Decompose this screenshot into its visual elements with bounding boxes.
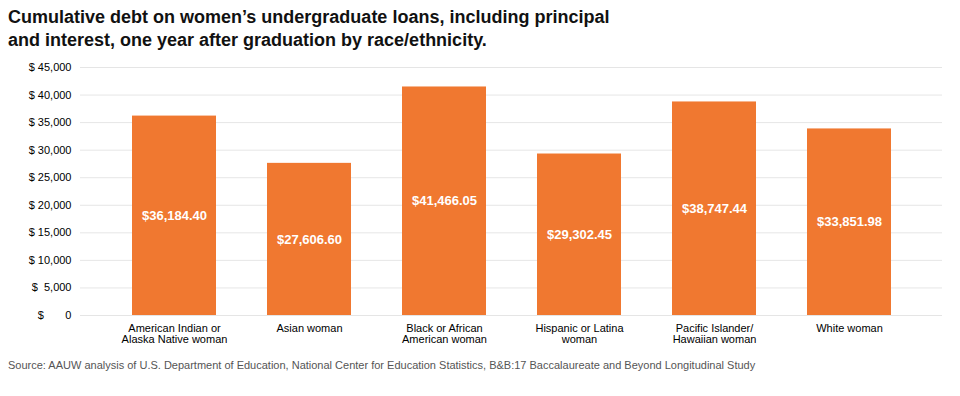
svg-text:$33,851.98: $33,851.98 [817, 214, 882, 229]
svg-text:$ 10,000: $ 10,000 [29, 254, 72, 266]
svg-text:Black or AfricanAmerican woman: Black or AfricanAmerican woman [402, 322, 487, 345]
svg-text:Asian woman: Asian woman [276, 322, 342, 334]
svg-text:$38,747.44: $38,747.44 [682, 201, 748, 216]
svg-text:$ 25,000: $ 25,000 [29, 171, 72, 183]
svg-text:$41,466.05: $41,466.05 [412, 193, 477, 208]
svg-text:White woman: White woman [816, 322, 883, 334]
svg-text:Pacific Islander/Hawaiian woma: Pacific Islander/Hawaiian woman [673, 322, 757, 345]
html-text:Source: AAUW analysis of U.S.: Source: AAUW analysis of U.S. Department… [8, 359, 756, 371]
svg-text:$36,184.40: $36,184.40 [142, 208, 207, 223]
svg-text:$ 40,000: $ 40,000 [29, 89, 72, 101]
svg-text:$27,606.60: $27,606.60 [277, 232, 342, 247]
svg-text:$ 5,000: $ 5,000 [32, 281, 72, 293]
svg-text:American Indian orAlaska Nativ: American Indian orAlaska Native woman [122, 322, 228, 345]
svg-text:$ 15,000: $ 15,000 [29, 226, 72, 238]
svg-text:$ 35,000: $ 35,000 [29, 116, 72, 128]
svg-text:$29,302.45: $29,302.45 [547, 227, 612, 242]
svg-text:$ 20,000: $ 20,000 [29, 199, 72, 211]
svg-text:$ 45,000: $ 45,000 [29, 61, 72, 73]
svg-text:Hispanic or Latinawoman: Hispanic or Latinawoman [535, 322, 624, 345]
html-text:Cumulative debt on women’s und: Cumulative debt on women’s undergraduate… [8, 7, 610, 50]
svg-text:$ 30,000: $ 30,000 [29, 144, 72, 156]
svg-text:$ 0: $ 0 [38, 309, 72, 321]
